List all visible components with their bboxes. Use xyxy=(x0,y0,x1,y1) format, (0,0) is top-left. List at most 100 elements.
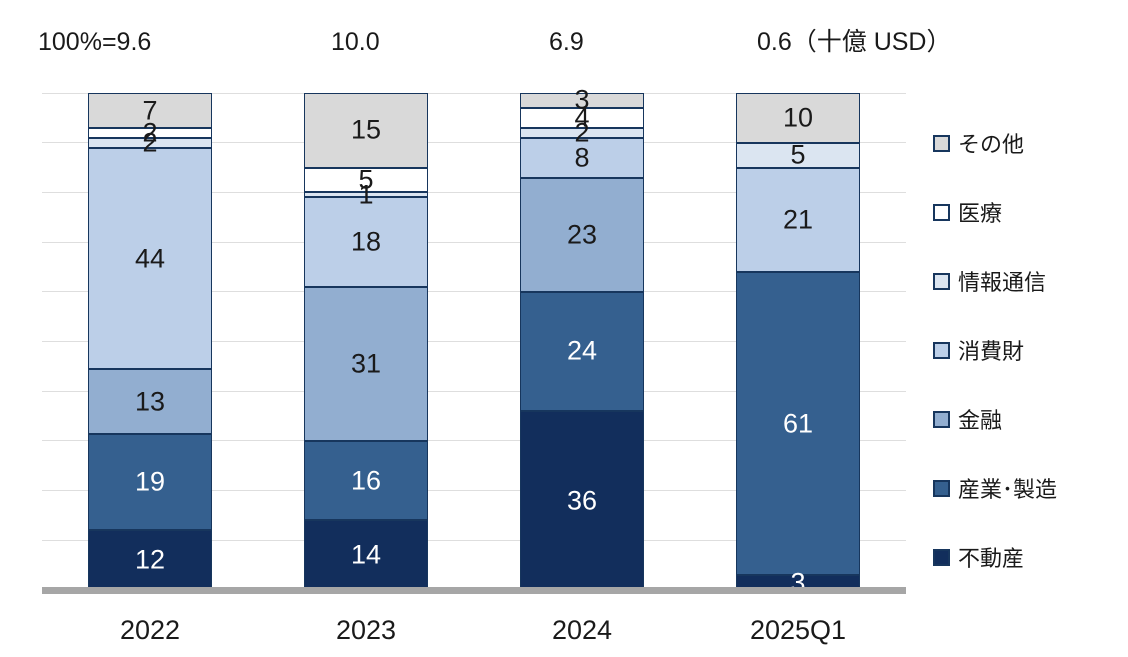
legend-label: 医療 xyxy=(958,201,1003,226)
segment-label: 31 xyxy=(350,348,382,379)
totals-row: 100%=9.6 10.0 6.9 0.6（十億 USD） xyxy=(0,26,1128,58)
bar-slot: 14 16 31 18 1 5 15 xyxy=(258,93,474,590)
bar-segment: 5 xyxy=(304,164,428,195)
bar-segment: 12 xyxy=(88,529,212,590)
bar-segment: 24 xyxy=(520,291,644,412)
bar-segment: 15 xyxy=(304,93,428,168)
x-axis-label: 2023 xyxy=(335,615,397,645)
total-label: 0.6（十億 USD） xyxy=(757,28,952,56)
segment-label: 23 xyxy=(566,219,598,250)
gridline xyxy=(42,341,906,342)
bar-segment: 21 xyxy=(736,167,860,272)
segment-label: 2 xyxy=(574,117,590,148)
bar-segment: 14 xyxy=(304,520,428,590)
bar-slot: 12 19 13 44 2 2 7 xyxy=(42,93,258,590)
segment-label: 12 xyxy=(134,544,166,575)
legend-item: その他 xyxy=(933,132,1057,157)
segment-label: 21 xyxy=(782,204,814,235)
legend-item: 金融 xyxy=(933,408,1057,433)
gridline xyxy=(42,291,906,293)
segment-label: 4 xyxy=(574,102,590,133)
segment-label: 24 xyxy=(566,335,598,366)
segment-label: 5 xyxy=(358,164,374,195)
segment-label: 2 xyxy=(142,127,158,158)
legend-item: 情報通信 xyxy=(933,270,1057,295)
bar-segment: 4 xyxy=(520,104,644,131)
segment-label: 2 xyxy=(142,117,158,148)
legend: その他医療情報通信消費財金融産業･製造不動産 xyxy=(933,132,1057,615)
legend-label: 不動産 xyxy=(958,546,1025,571)
legend-label: 消費財 xyxy=(958,339,1025,364)
segment-label: 15 xyxy=(350,114,382,145)
bar-segment: 61 xyxy=(736,271,860,576)
stacked-bar-2022: 12 19 13 44 2 2 7 xyxy=(88,93,212,590)
bar-segment: 8 xyxy=(520,137,644,178)
segment-label: 7 xyxy=(142,95,158,126)
bar-segment: 2 xyxy=(520,119,644,146)
gridline xyxy=(42,142,906,144)
bar-segment: 10 xyxy=(736,93,860,143)
bar-segment: 31 xyxy=(304,286,428,441)
total-label: 6.9 xyxy=(549,28,584,56)
bar-segment: 7 xyxy=(88,93,212,129)
segment-label: 19 xyxy=(134,466,166,497)
legend-swatch-icon xyxy=(933,410,950,428)
segment-label: 14 xyxy=(350,539,382,570)
legend-label: 金融 xyxy=(958,408,1003,433)
bar-segment: 36 xyxy=(520,411,644,590)
segment-label: 1 xyxy=(358,179,374,210)
bar-segment: 5 xyxy=(736,139,860,170)
legend-label: 情報通信 xyxy=(958,270,1047,295)
bar-segment: 3 xyxy=(520,86,644,113)
segment-label: 18 xyxy=(350,226,382,257)
legend-label: 産業･製造 xyxy=(958,477,1058,502)
legend-label: その他 xyxy=(958,132,1025,157)
bar-segment: 2 xyxy=(88,119,212,146)
legend-swatch-icon xyxy=(933,479,950,497)
legend-item: 医療 xyxy=(933,201,1057,226)
bar-segment: 2 xyxy=(88,129,212,156)
segment-label: 44 xyxy=(134,243,166,274)
bar-segment: 44 xyxy=(88,148,212,370)
total-label: 100%=9.6 xyxy=(38,28,152,56)
gridline xyxy=(42,92,906,94)
legend-item: 不動産 xyxy=(933,546,1057,571)
bar-slot: 3 61 21 5 10 xyxy=(690,93,906,596)
legend-swatch-icon xyxy=(933,272,950,290)
x-axis-label: 2025Q1 xyxy=(749,615,847,645)
bar-segment: 23 xyxy=(520,177,644,292)
legend-item: 産業･製造 xyxy=(933,477,1057,502)
x-axis-baseline xyxy=(42,586,906,594)
bar-segment: 1 xyxy=(304,181,428,208)
segment-label: 13 xyxy=(134,386,166,417)
gridline xyxy=(42,241,906,243)
gridline xyxy=(42,539,906,541)
stacked-bar-2024: 36 24 23 8 2 4 3 xyxy=(520,86,644,590)
legend-item: 消費財 xyxy=(933,339,1057,364)
bar-segment: 16 xyxy=(304,440,428,521)
legend-swatch-icon xyxy=(933,134,950,152)
gridline xyxy=(42,490,906,492)
total-label: 10.0 xyxy=(331,28,380,56)
x-axis-label: 2024 xyxy=(551,615,613,645)
gridline xyxy=(42,390,906,392)
bar-segment: 13 xyxy=(88,369,212,435)
plot-area: 12 19 13 44 2 2 7 14 16 31 18 1 5 15 36 24 23 8 2 4 3 3 61 21 5 1… xyxy=(42,86,906,596)
x-axis-label: 2022 xyxy=(119,615,181,645)
stacked-bar-2023: 14 16 31 18 1 5 15 xyxy=(304,93,428,590)
bars-container: 12 19 13 44 2 2 7 14 16 31 18 1 5 15 36 24 23 8 2 4 3 3 61 21 5 1… xyxy=(42,86,906,596)
segment-label: 36 xyxy=(566,485,598,516)
x-axis-labels: 2022 2023 2024 2025Q1 xyxy=(42,615,906,646)
legend-swatch-icon xyxy=(933,548,950,566)
segment-label: 16 xyxy=(350,465,382,496)
segment-label: 61 xyxy=(782,408,814,439)
bar-segment: 19 xyxy=(88,434,212,530)
segment-label: 5 xyxy=(790,139,806,170)
segment-label: 8 xyxy=(574,142,590,173)
gridline xyxy=(42,440,906,442)
legend-swatch-icon xyxy=(933,203,950,221)
segment-label: 3 xyxy=(574,84,590,115)
gridline xyxy=(42,191,906,193)
bar-slot: 36 24 23 8 2 4 3 xyxy=(474,86,690,590)
